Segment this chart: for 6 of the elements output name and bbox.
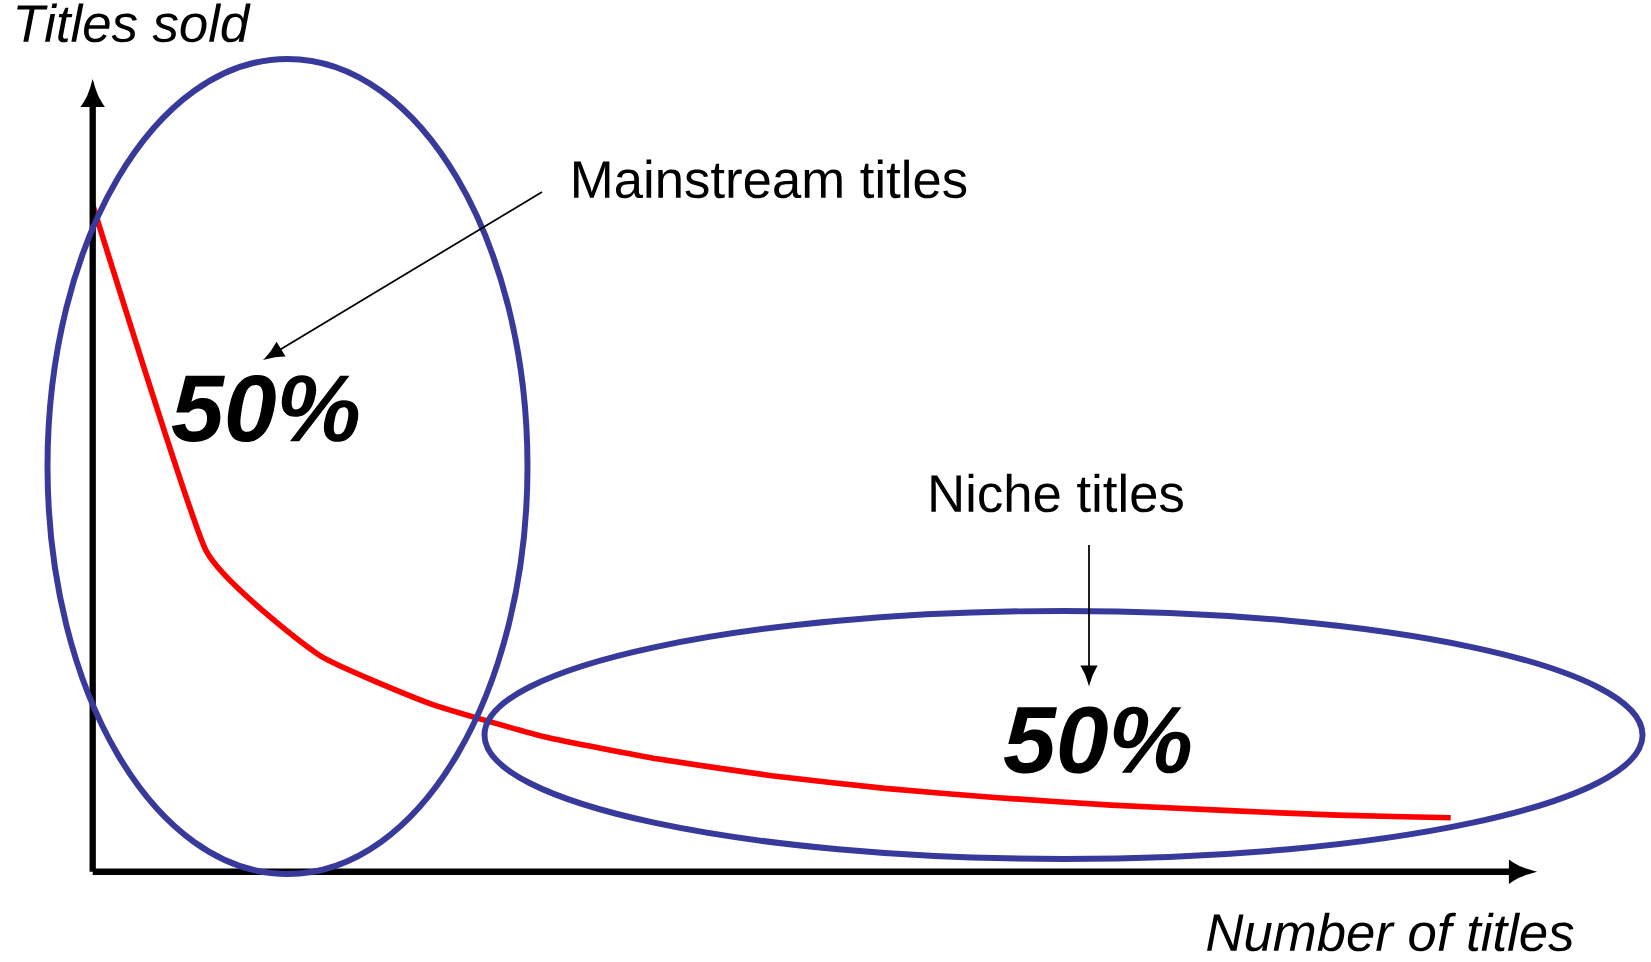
y-axis-title: Titles sold (17, 3, 251, 43)
x-axis-title: Number of titles (1207, 912, 1574, 952)
text: Mainstream titles (574, 159, 967, 199)
annotation: 50% (1003, 706, 1191, 774)
annotation: 50% (171, 374, 359, 443)
annotation: Niche titles (931, 473, 1183, 513)
